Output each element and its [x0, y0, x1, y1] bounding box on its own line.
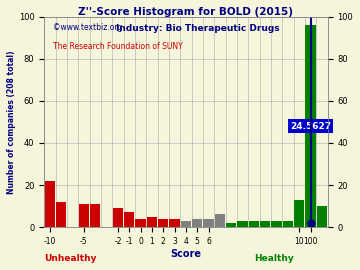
- Title: Z''-Score Histogram for BOLD (2015): Z''-Score Histogram for BOLD (2015): [78, 7, 293, 17]
- Bar: [271, 221, 282, 227]
- Bar: [249, 221, 259, 227]
- Bar: [181, 221, 191, 227]
- Bar: [260, 221, 270, 227]
- Text: 24.5627: 24.5627: [290, 122, 331, 131]
- Bar: [56, 202, 66, 227]
- Text: The Research Foundation of SUNY: The Research Foundation of SUNY: [53, 42, 183, 51]
- Text: ©www.textbiz.org: ©www.textbiz.org: [53, 23, 122, 32]
- Bar: [294, 200, 304, 227]
- Bar: [135, 219, 146, 227]
- Y-axis label: Number of companies (208 total): Number of companies (208 total): [7, 50, 16, 194]
- Bar: [203, 219, 214, 227]
- Bar: [158, 219, 168, 227]
- Bar: [283, 221, 293, 227]
- Bar: [90, 204, 100, 227]
- Bar: [238, 221, 248, 227]
- Bar: [170, 219, 180, 227]
- X-axis label: Score: Score: [170, 248, 201, 259]
- Text: Unhealthy: Unhealthy: [44, 254, 97, 263]
- Bar: [113, 208, 123, 227]
- Text: Healthy: Healthy: [254, 254, 293, 263]
- Bar: [124, 212, 134, 227]
- Bar: [45, 181, 55, 227]
- Bar: [306, 25, 316, 227]
- Text: Industry: Bio Therapeutic Drugs: Industry: Bio Therapeutic Drugs: [116, 24, 280, 33]
- Bar: [226, 223, 236, 227]
- Bar: [192, 219, 202, 227]
- Bar: [317, 206, 327, 227]
- Bar: [215, 214, 225, 227]
- Bar: [79, 204, 89, 227]
- Bar: [147, 217, 157, 227]
